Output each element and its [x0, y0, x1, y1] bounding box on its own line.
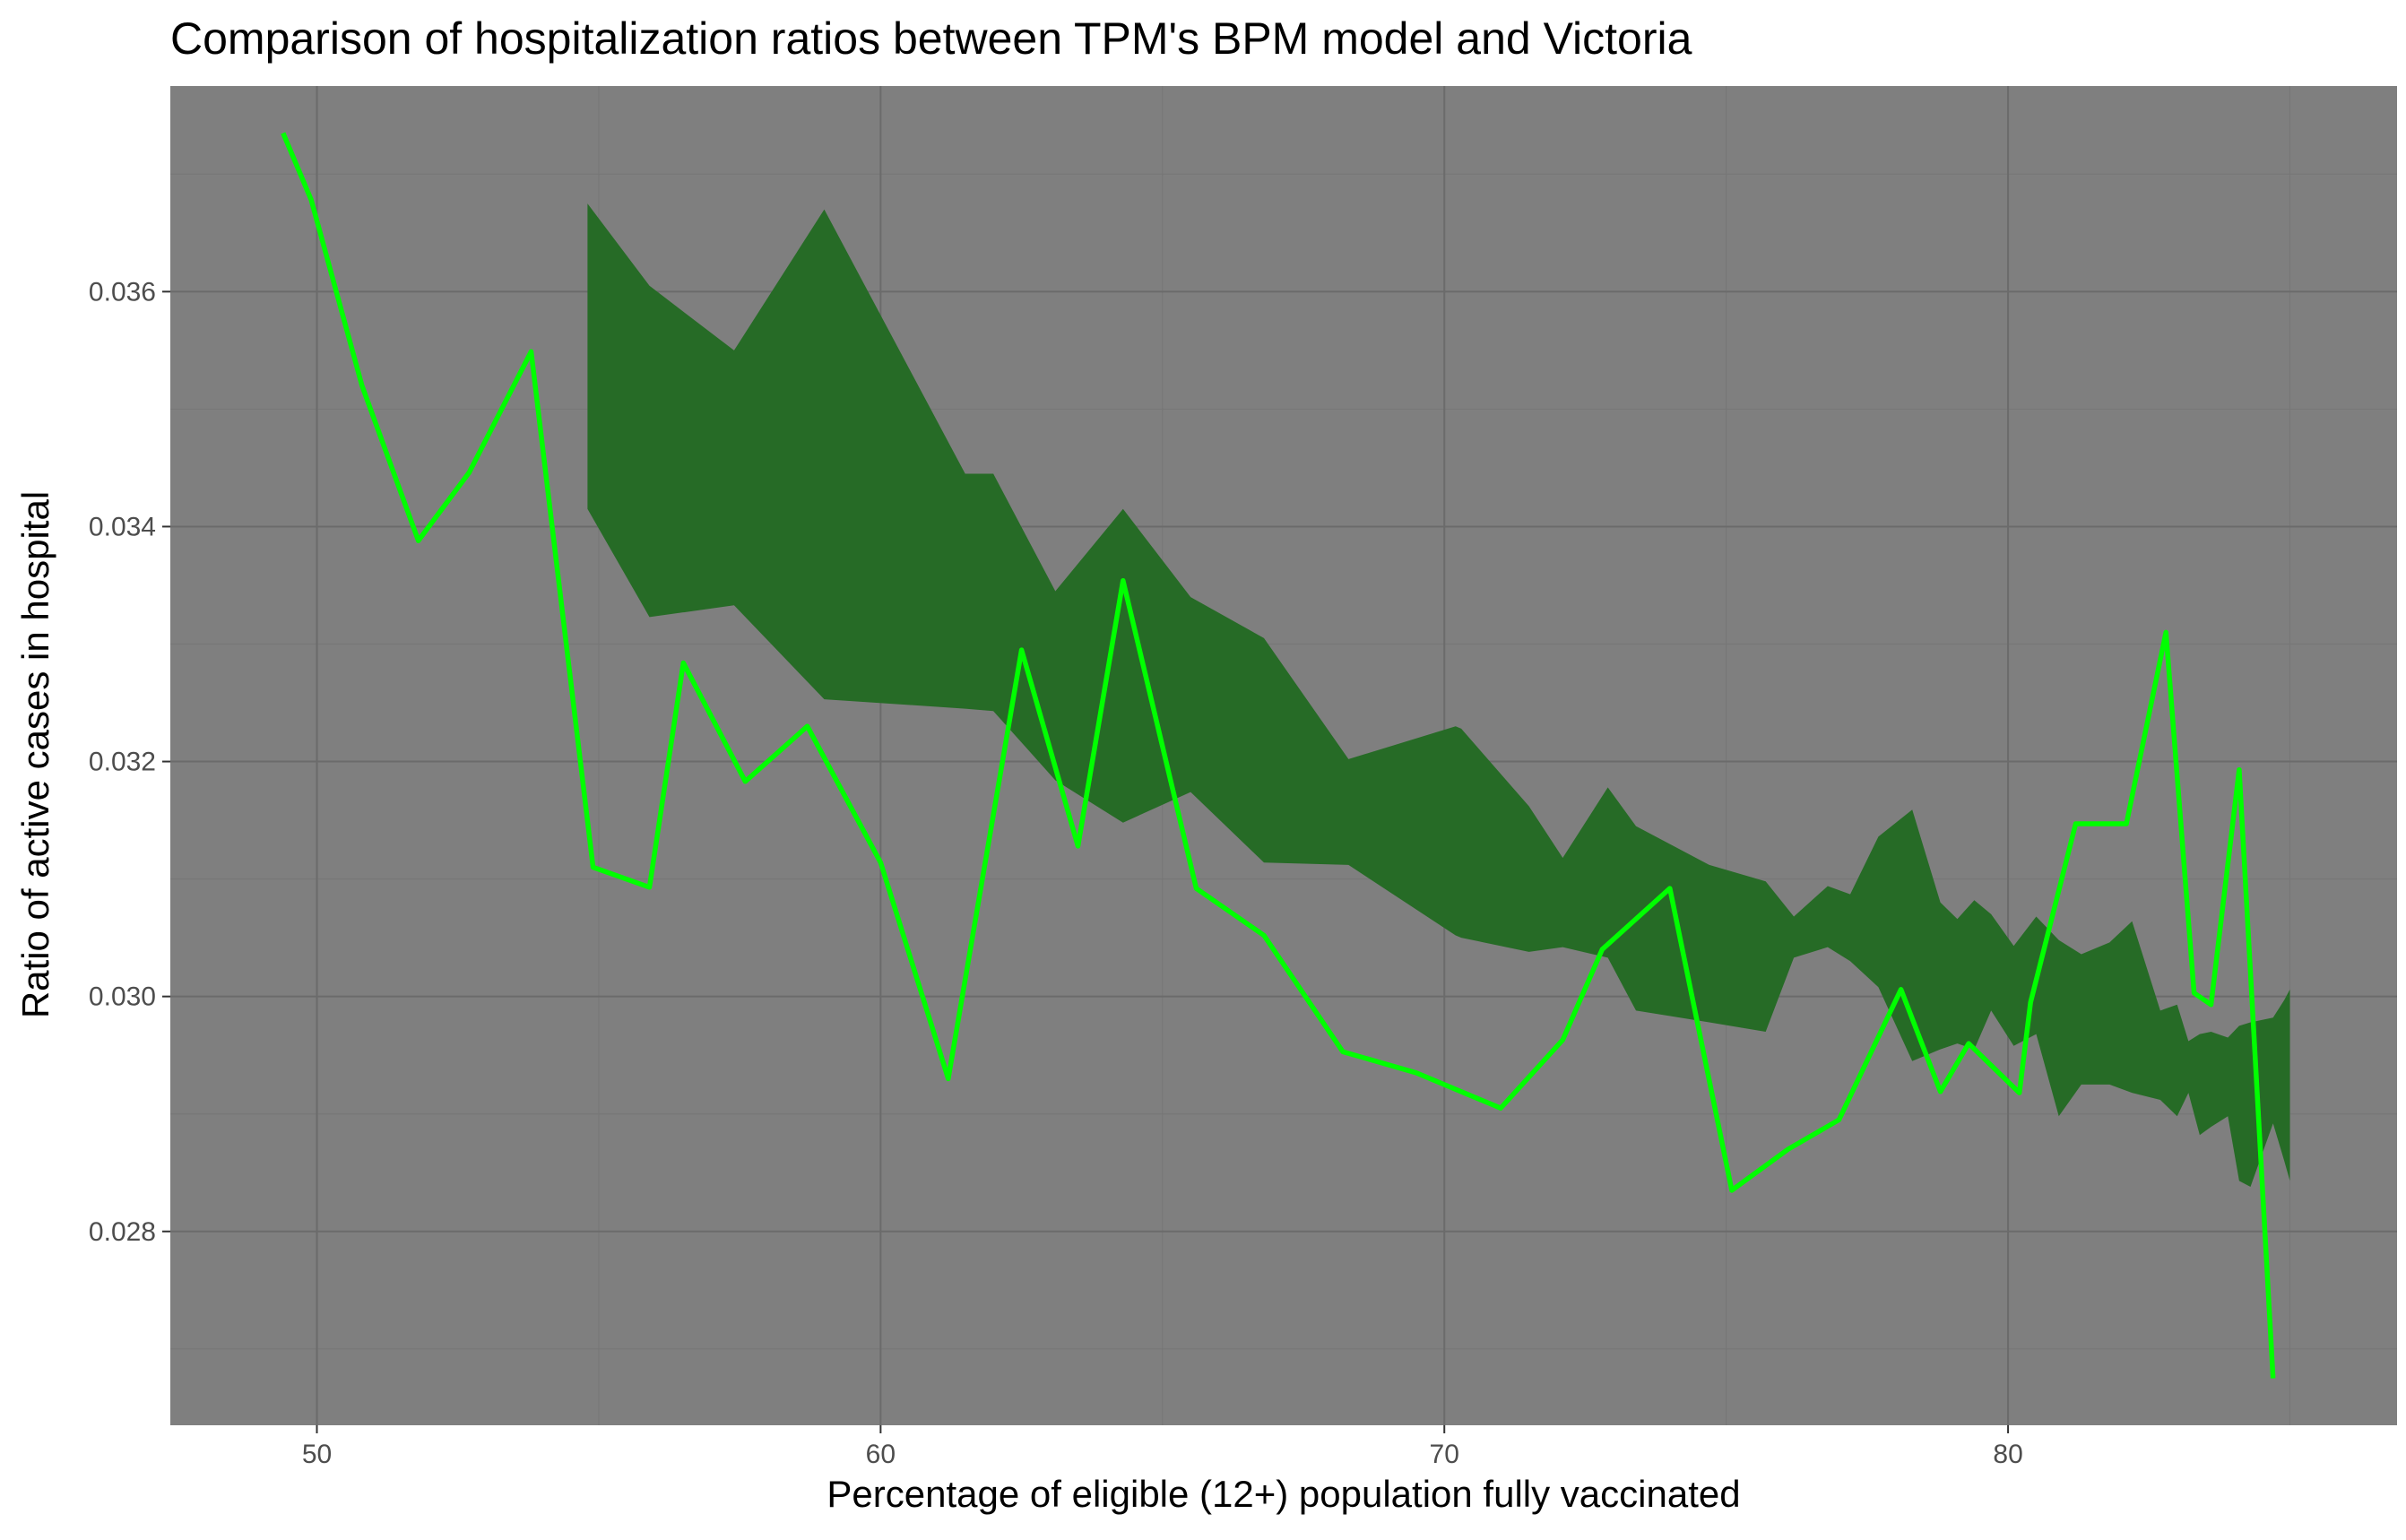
x-axis: 50 60 70 80: [302, 1425, 2023, 1469]
minor-grid: [170, 86, 2397, 1425]
y-tick-label: 0.030: [89, 982, 156, 1012]
x-tick-label: 50: [302, 1440, 332, 1469]
chart-title: Comparison of hospitalization ratios bet…: [170, 13, 1692, 64]
y-tick-label: 0.028: [89, 1217, 156, 1247]
y-tick-label: 0.036: [89, 277, 156, 307]
x-tick-label: 80: [1993, 1440, 2022, 1469]
x-tick-label: 60: [866, 1440, 896, 1469]
model-range-band: [587, 203, 2290, 1188]
line-layer: [281, 132, 2276, 1379]
x-axis-title: Percentage of eligible (12+) population …: [827, 1473, 1741, 1515]
y-tick-label: 0.032: [89, 748, 156, 777]
y-tick-label: 0.034: [89, 512, 156, 541]
band-layer: [587, 203, 2290, 1188]
x-tick-label: 70: [1430, 1440, 1459, 1469]
y-axis: 0.028 0.030 0.032 0.034 0.036: [89, 277, 170, 1247]
series-line-0: [281, 132, 2276, 1379]
